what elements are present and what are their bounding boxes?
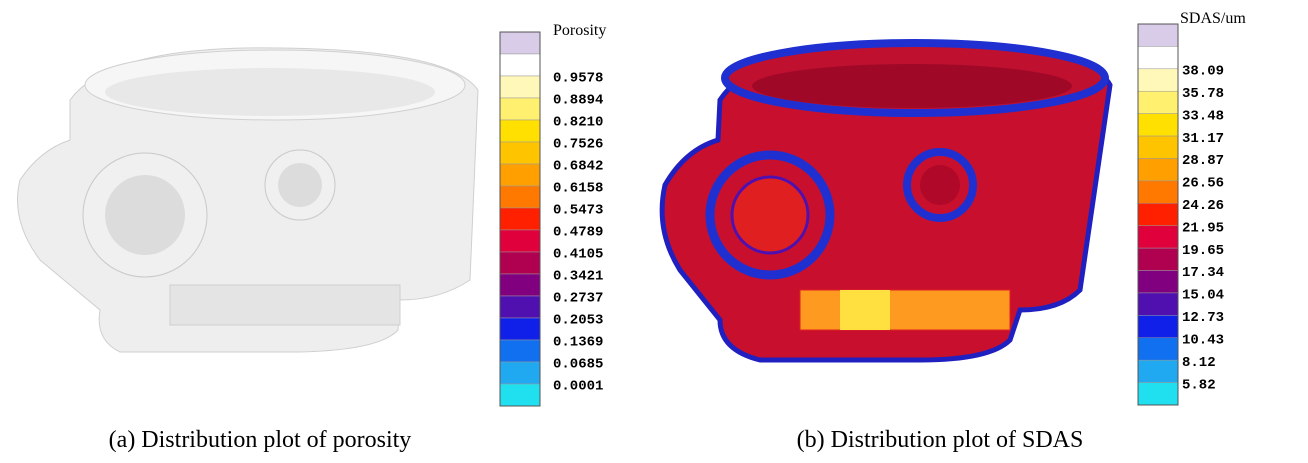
- color-swatch: [1138, 293, 1178, 315]
- color-swatch: [1138, 46, 1178, 68]
- legend-label: 33.48: [1182, 108, 1224, 124]
- legend-label: 0.0001: [553, 379, 603, 395]
- color-swatch: [1138, 338, 1178, 360]
- legend-label: 10.43: [1182, 332, 1224, 348]
- color-swatch: [1138, 203, 1178, 225]
- legend-label: 5.82: [1182, 377, 1216, 393]
- legend-label: 26.56: [1182, 176, 1224, 192]
- color-swatch: [500, 384, 540, 406]
- casting-render-b: [662, 42, 1110, 360]
- color-swatch: [1138, 226, 1178, 248]
- color-swatch: [1138, 383, 1178, 405]
- color-swatch: [500, 230, 540, 252]
- legend-label: 12.73: [1182, 310, 1224, 326]
- legend-label: 0.8894: [553, 93, 603, 109]
- legend-label: 0.0685: [553, 357, 603, 373]
- legend-label: 0.9578: [553, 71, 603, 87]
- legend-label: 0.8210: [553, 115, 603, 131]
- legend-label: 0.6158: [553, 181, 603, 197]
- color-swatch: [500, 164, 540, 186]
- color-swatch: [500, 120, 540, 142]
- legend-label: 21.95: [1182, 220, 1224, 236]
- legend-label: 0.2737: [553, 291, 603, 307]
- color-swatch: [1138, 114, 1178, 136]
- legend-label: 15.04: [1182, 288, 1224, 304]
- color-swatch: [500, 142, 540, 164]
- legend-label: 28.87: [1182, 153, 1224, 169]
- color-swatch: [1138, 24, 1178, 46]
- legend-label: 0.7526: [553, 137, 603, 153]
- color-swatch: [500, 32, 540, 54]
- color-swatch: [500, 54, 540, 76]
- legend-label: 0.5473: [553, 203, 603, 219]
- legend-label: 0.1369: [553, 335, 603, 351]
- legend-label: 19.65: [1182, 243, 1224, 259]
- caption: (a) Distribution plot of porosity: [109, 427, 412, 453]
- legend-label: 0.4789: [553, 225, 603, 241]
- legend-label: 0.6842: [553, 159, 603, 175]
- color-swatch: [500, 296, 540, 318]
- legend-label: 38.09: [1182, 64, 1224, 80]
- color-swatch: [500, 252, 540, 274]
- caption: (b) Distribution plot of SDAS: [797, 427, 1084, 453]
- legend-label: 0.3421: [553, 269, 603, 285]
- figure: (a) Distribution plot of porosity (b) Di…: [0, 0, 1308, 463]
- color-swatch: [1138, 248, 1178, 270]
- casting-render-a: [18, 48, 479, 352]
- legend-label: 24.26: [1182, 198, 1224, 214]
- legend-label: 17.34: [1182, 265, 1224, 281]
- color-swatch: [1138, 158, 1178, 180]
- color-swatch: [1138, 136, 1178, 158]
- legend-label: 31.17: [1182, 131, 1224, 147]
- color-swatch: [1138, 360, 1178, 382]
- color-swatch: [500, 340, 540, 362]
- color-swatch: [500, 76, 540, 98]
- color-swatch: [1138, 91, 1178, 113]
- color-swatch: [500, 208, 540, 230]
- color-swatch: [500, 274, 540, 296]
- color-swatch: [1138, 69, 1178, 91]
- color-swatch: [1138, 271, 1178, 293]
- legend-label: 35.78: [1182, 86, 1224, 102]
- color-swatch: [500, 186, 540, 208]
- color-swatch: [500, 98, 540, 120]
- legend-label: 8.12: [1182, 355, 1216, 371]
- legend-title: SDAS/um: [1180, 10, 1246, 27]
- legend-label: 0.4105: [553, 247, 603, 263]
- legend-title: Porosity: [553, 22, 606, 39]
- color-swatch: [1138, 315, 1178, 337]
- legend-label: 0.2053: [553, 313, 603, 329]
- color-swatch: [500, 362, 540, 384]
- color-swatch: [1138, 181, 1178, 203]
- color-swatch: [500, 318, 540, 340]
